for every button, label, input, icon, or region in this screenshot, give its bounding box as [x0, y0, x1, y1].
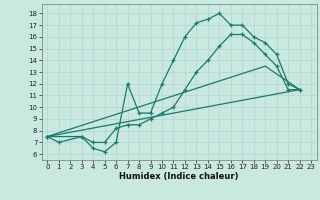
X-axis label: Humidex (Indice chaleur): Humidex (Indice chaleur): [119, 172, 239, 181]
